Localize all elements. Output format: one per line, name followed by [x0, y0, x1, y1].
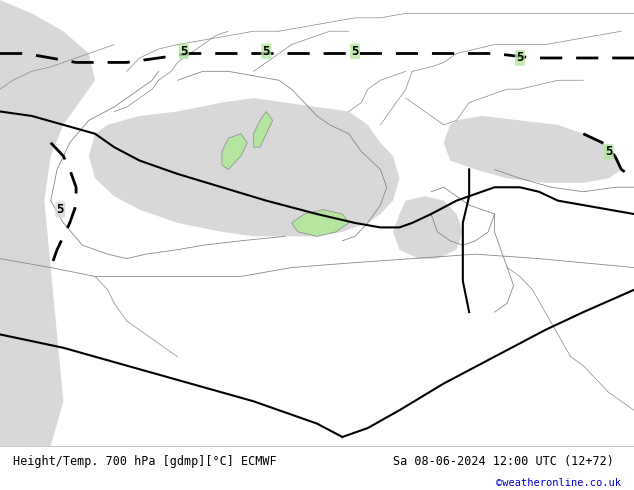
Text: 5: 5	[262, 45, 270, 58]
Polygon shape	[222, 134, 247, 170]
Text: Height/Temp. 700 hPa [gdmp][°C] ECMWF: Height/Temp. 700 hPa [gdmp][°C] ECMWF	[13, 455, 276, 468]
Text: Sa 08-06-2024 12:00 UTC (12+72): Sa 08-06-2024 12:00 UTC (12+72)	[393, 455, 614, 468]
Text: ©weatheronline.co.uk: ©weatheronline.co.uk	[496, 478, 621, 489]
Text: 5: 5	[180, 45, 188, 58]
Text: 5: 5	[351, 45, 359, 58]
Polygon shape	[292, 210, 349, 236]
Polygon shape	[89, 98, 399, 236]
Text: 5: 5	[516, 51, 524, 65]
Polygon shape	[444, 116, 621, 183]
Text: 5: 5	[56, 203, 64, 216]
Polygon shape	[393, 196, 463, 259]
Polygon shape	[254, 112, 273, 147]
Polygon shape	[0, 0, 95, 446]
Text: 5: 5	[605, 145, 612, 158]
